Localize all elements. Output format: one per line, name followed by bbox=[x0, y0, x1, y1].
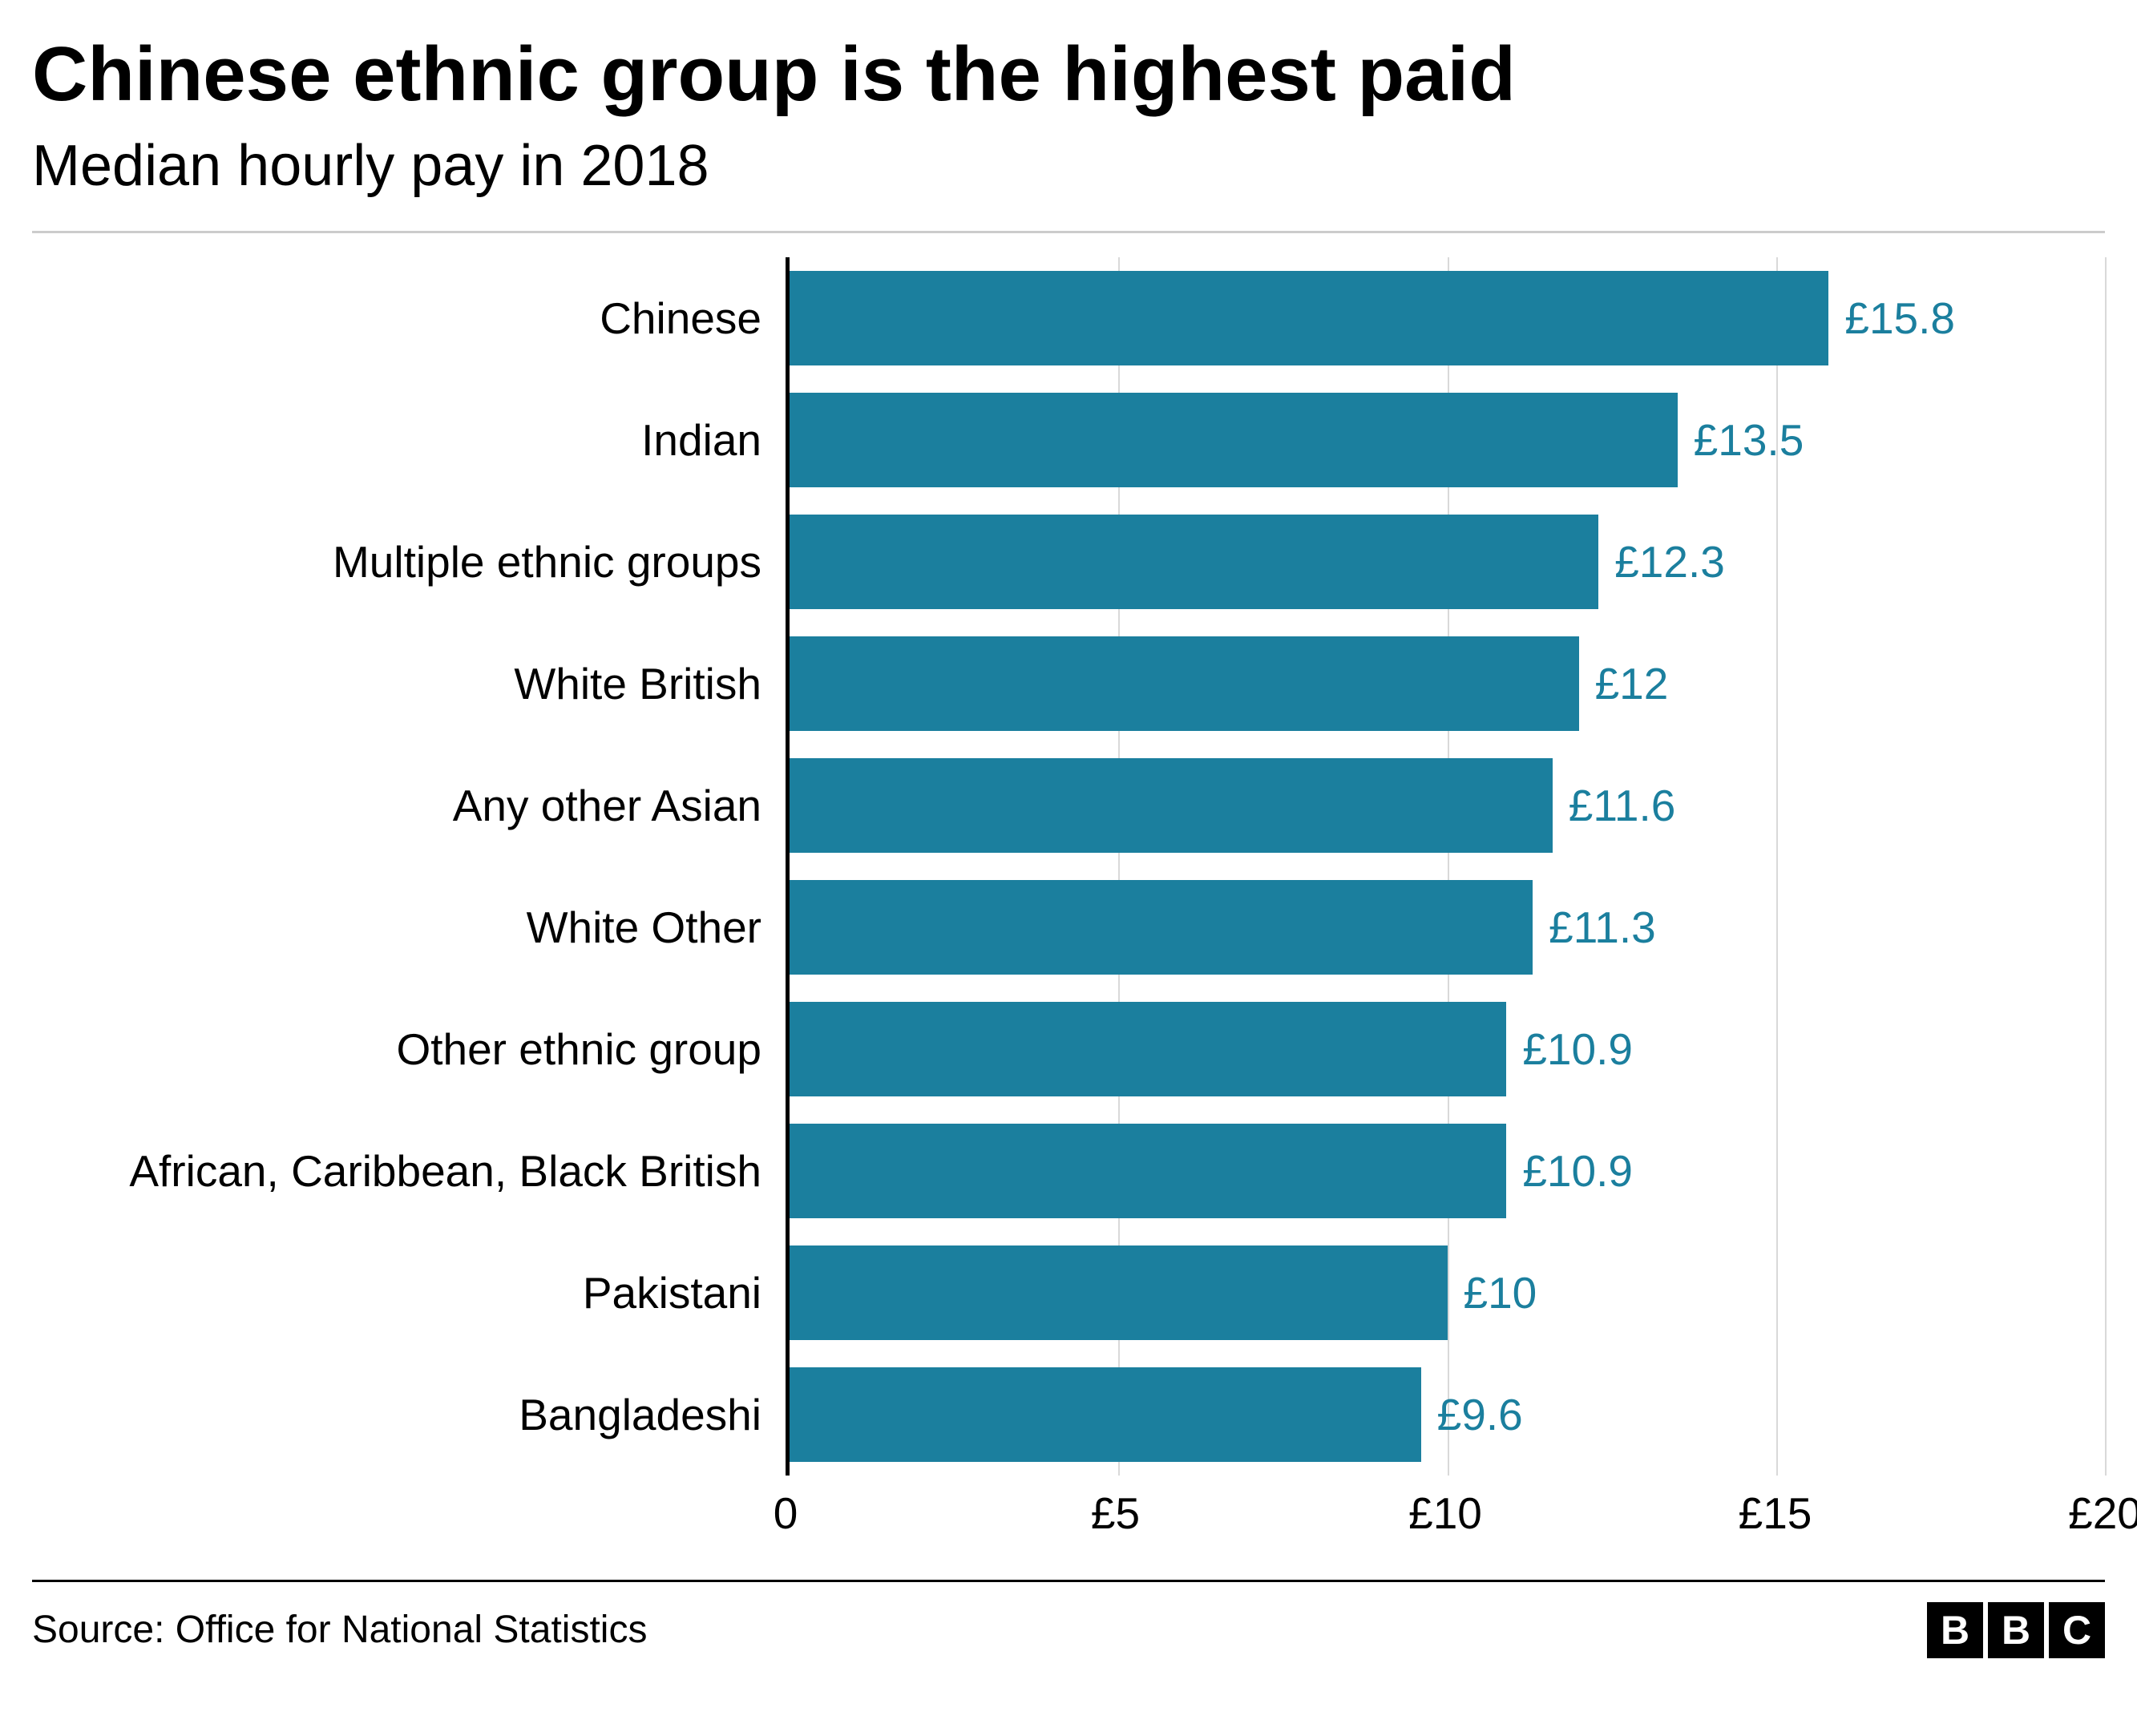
value-label: £11.3 bbox=[1549, 902, 1656, 953]
bar: £12.3 bbox=[790, 515, 1598, 609]
bar-row: £15.8 bbox=[790, 257, 2105, 379]
chart-container: Chinese ethnic group is the highest paid… bbox=[32, 32, 2105, 1658]
bbc-logo: BBC bbox=[1927, 1602, 2105, 1658]
bar: £10.9 bbox=[790, 1124, 1506, 1218]
value-label: £13.5 bbox=[1694, 414, 1804, 466]
value-label: £10 bbox=[1464, 1267, 1537, 1318]
value-label: £11.6 bbox=[1569, 780, 1676, 831]
chart-subtitle: Median hourly pay in 2018 bbox=[32, 133, 2105, 199]
value-label: £10.9 bbox=[1522, 1023, 1633, 1075]
category-label: African, Caribbean, Black British bbox=[32, 1110, 786, 1232]
category-label: Indian bbox=[32, 379, 786, 501]
value-label: £15.8 bbox=[1844, 293, 1955, 344]
bbc-logo-box: C bbox=[2049, 1602, 2105, 1658]
x-axis-tick: £15 bbox=[1739, 1488, 1812, 1539]
category-label: White British bbox=[32, 623, 786, 745]
category-label: Any other Asian bbox=[32, 745, 786, 866]
value-label: £10.9 bbox=[1522, 1145, 1633, 1197]
bar: £11.6 bbox=[790, 758, 1553, 853]
bar-row: £13.5 bbox=[790, 379, 2105, 501]
gridline bbox=[2105, 257, 2107, 1476]
bar-row: £10.9 bbox=[790, 988, 2105, 1110]
bar-row: £11.6 bbox=[790, 745, 2105, 866]
bar: £9.6 bbox=[790, 1367, 1421, 1462]
x-axis-row: 0£5£10£15£20 bbox=[32, 1476, 2105, 1556]
bar: £12 bbox=[790, 636, 1579, 731]
category-labels-column: ChineseIndianMultiple ethnic groupsWhite… bbox=[32, 257, 786, 1476]
chart-area: ChineseIndianMultiple ethnic groupsWhite… bbox=[32, 231, 2105, 1556]
category-label: White Other bbox=[32, 866, 786, 988]
bar: £10.9 bbox=[790, 1002, 1506, 1096]
x-axis-tick: £20 bbox=[2068, 1488, 2137, 1539]
x-axis-tick: £10 bbox=[1408, 1488, 1482, 1539]
x-axis-tick: £5 bbox=[1091, 1488, 1140, 1539]
bbc-logo-box: B bbox=[1988, 1602, 2044, 1658]
bar-row: £11.3 bbox=[790, 866, 2105, 988]
bar: £11.3 bbox=[790, 880, 1533, 975]
bbc-logo-box: B bbox=[1927, 1602, 1983, 1658]
value-label: £12 bbox=[1595, 658, 1669, 709]
bar: £15.8 bbox=[790, 271, 1828, 365]
bar: £13.5 bbox=[790, 393, 1678, 487]
category-label: Bangladeshi bbox=[32, 1354, 786, 1476]
category-label: Pakistani bbox=[32, 1232, 786, 1354]
bar-row: £9.6 bbox=[790, 1354, 2105, 1476]
value-label: £9.6 bbox=[1437, 1389, 1523, 1440]
bar-row: £12.3 bbox=[790, 501, 2105, 623]
x-axis-tick: 0 bbox=[774, 1488, 798, 1539]
plot-row: ChineseIndianMultiple ethnic groupsWhite… bbox=[32, 257, 2105, 1476]
footer: Source: Office for National Statistics B… bbox=[32, 1580, 2105, 1658]
value-label: £12.3 bbox=[1614, 536, 1725, 587]
x-axis-labels: 0£5£10£15£20 bbox=[786, 1476, 2105, 1556]
category-label: Other ethnic group bbox=[32, 988, 786, 1110]
bar-row: £10.9 bbox=[790, 1110, 2105, 1232]
source-text: Source: Office for National Statistics bbox=[32, 1608, 647, 1652]
bar: £10 bbox=[790, 1245, 1448, 1340]
bar-row: £12 bbox=[790, 623, 2105, 745]
category-label: Chinese bbox=[32, 257, 786, 379]
category-label: Multiple ethnic groups bbox=[32, 501, 786, 623]
chart-title: Chinese ethnic group is the highest paid bbox=[32, 32, 2105, 117]
bar-row: £10 bbox=[790, 1232, 2105, 1354]
bars-column: £15.8 £13.5 £12.3 £12 £11.6 £11.3 £10.9 £10.9 £1… bbox=[786, 257, 2105, 1476]
